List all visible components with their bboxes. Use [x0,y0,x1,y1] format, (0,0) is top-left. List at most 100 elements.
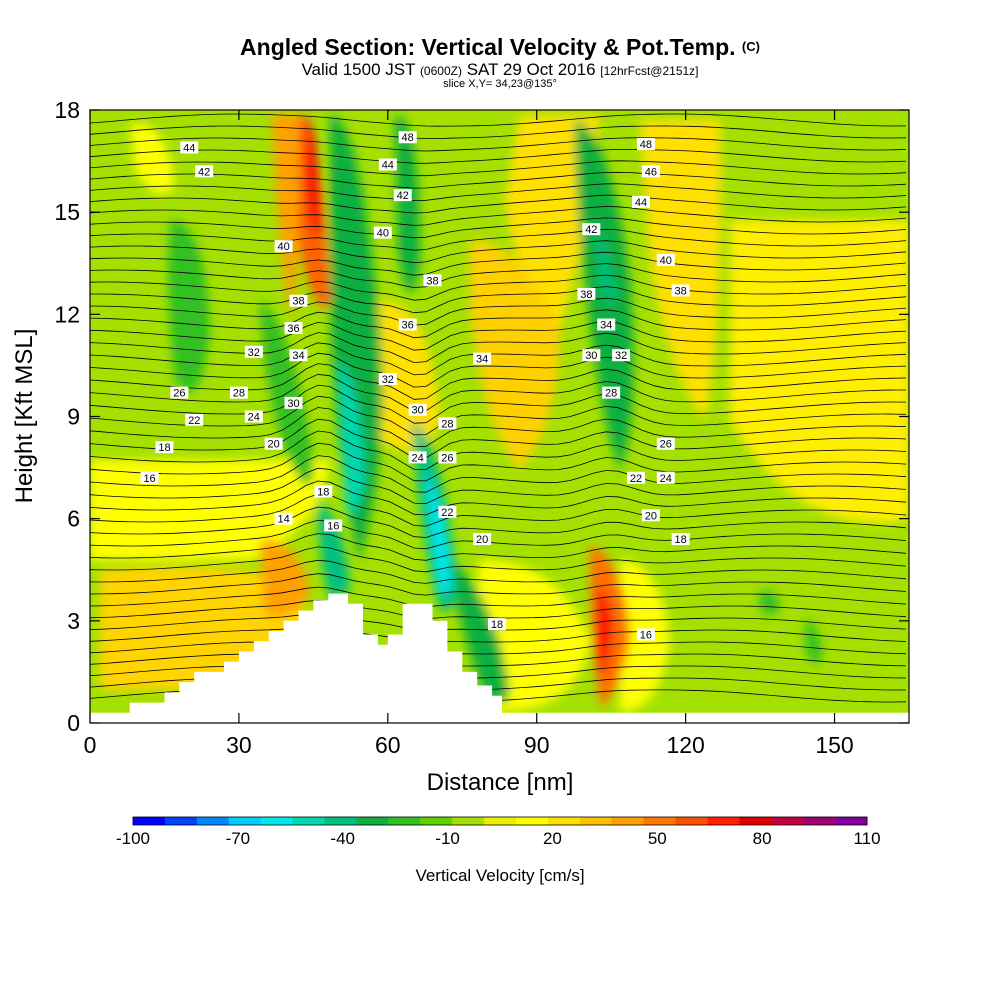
contour-label-bg [602,386,621,399]
colorbar-swatch [771,817,804,825]
isentrope [90,251,907,276]
contour-label: 20 [268,439,280,451]
y-tick-label: 6 [67,506,80,532]
isentrope [90,160,907,177]
contour-label-bg [408,403,427,416]
isentrope [90,297,907,326]
contour-label: 20 [476,534,488,546]
contour-label: 34 [600,320,612,332]
isentrope [90,352,907,388]
colorbar-tick-label: 80 [753,829,772,848]
contour-label-bg [656,471,675,484]
contour-label: 18 [158,442,170,454]
contour-label-bg [582,223,601,236]
chart-subtitle: Valid 1500 JST (0600Z) SAT 29 Oct 2016 [… [301,60,699,79]
velocity-region [272,115,300,320]
contour-label-bg [180,141,199,154]
contour-label-bg [631,195,650,208]
isentrope [90,546,907,573]
contour-label-bg [636,138,655,151]
contour-label-bg [170,386,189,399]
y-tick-label: 15 [54,199,80,225]
colorbar-swatch [803,817,836,825]
contour-label-bg [627,471,645,484]
isentrope [90,171,907,189]
contour-label: 26 [660,439,672,451]
contour-label-bg [641,509,660,522]
chart-title: Angled Section: Vertical Velocity & Pot.… [240,34,760,60]
contour-label: 36 [287,323,299,335]
isentrope [90,652,907,668]
contour-label: 30 [411,405,423,417]
contour-label-bg [438,451,457,464]
colorbar-swatch [420,817,453,825]
colorbar-tick-label: 110 [853,829,880,848]
terrain [90,593,909,723]
colorbar-swatch [707,817,740,825]
y-axis-label: Height [Kft MSL] [11,329,38,504]
contour-label-bg [378,373,397,386]
contour-label-bg [612,349,631,362]
contour-label-bg [373,226,392,239]
colorbar-tick-label: -10 [435,829,460,848]
contour-label-bg [473,533,492,546]
contour-label-bg [393,189,412,202]
contour-label: 34 [476,354,488,366]
contour-label: 16 [640,629,652,641]
isentrope [90,395,907,436]
isentrope [90,342,907,376]
colorbar-swatch [164,817,198,825]
isentrope [90,149,907,164]
contour-label-bg [488,618,507,631]
contour-label: 28 [233,388,245,400]
isentrope [90,506,907,538]
contour-label-bg [264,437,283,450]
contour-label: 16 [143,473,155,485]
velocity-region [640,120,721,420]
contour-label-bg [289,349,308,362]
contour-label: 28 [441,418,453,430]
isentrope [90,125,907,139]
contour-label-bg [656,437,675,450]
isentrope [90,442,907,482]
x-tick-label: 90 [524,732,550,758]
isentrope [90,384,907,424]
isentrope [90,137,907,152]
contour-label: 36 [402,320,414,332]
contour-label-bg [408,451,427,464]
isentrope [90,559,907,584]
contour-label: 44 [635,197,647,209]
colorbar-swatch [675,817,708,825]
isentrope [90,430,907,470]
x-axis-label: Distance [nm] [427,769,574,796]
contour-label-bg [671,284,690,297]
isentrope [90,113,907,127]
isentrope [90,533,907,561]
contour-label-bg [656,253,675,266]
contour-label-bg [438,505,457,518]
colorbar-label: Vertical Velocity [cm/s] [415,866,584,885]
isentrope [90,240,907,264]
contour-label: 42 [585,224,597,236]
x-tick-label: 150 [815,732,853,758]
contour-label-bg [195,165,214,178]
contour-label: 22 [441,507,453,519]
velocity-region [596,585,613,676]
contour-label: 32 [248,347,260,359]
contour-label-bg [185,413,204,426]
colorbar-swatch [292,817,325,825]
contour-label: 32 [615,350,627,362]
contour-label: 38 [580,289,592,301]
contour-label: 44 [183,142,195,154]
isentrope [90,467,907,505]
velocity-region [470,240,560,470]
velocity-region [168,220,210,393]
velocity-region [760,590,780,615]
isentrope [90,573,907,596]
velocity-region [304,115,322,235]
colorbar-swatch [611,817,645,825]
contour-label: 30 [287,398,299,410]
contour-label: 22 [630,473,642,485]
isentrope [90,309,907,339]
